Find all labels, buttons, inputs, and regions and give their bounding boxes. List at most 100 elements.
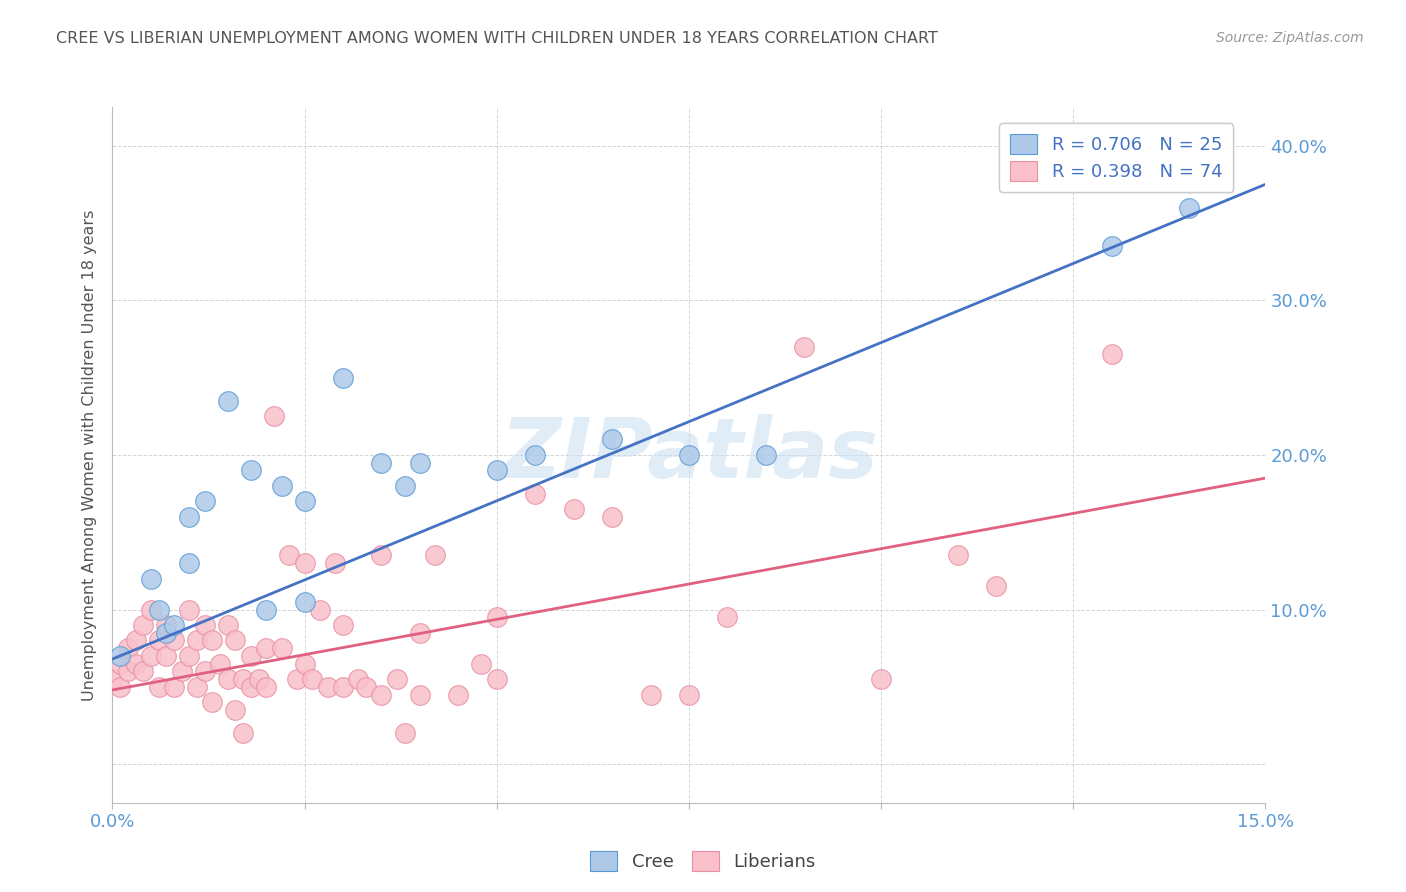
Point [148,680,170,694]
Point [224,703,246,717]
Point [755,448,778,462]
Point [347,672,370,686]
Point [270,479,292,493]
Point [263,409,285,424]
Point [232,672,254,686]
Point [132,665,155,679]
Point [163,633,186,648]
Point [108,657,131,671]
Point [194,665,217,679]
Point [309,602,332,616]
Point [239,680,262,694]
Point [108,680,131,694]
Point [600,433,623,447]
Point [247,672,270,686]
Point [186,680,208,694]
Point [278,549,301,563]
Point [1177,201,1199,215]
Point [1101,239,1123,253]
Point [170,665,193,679]
Point [201,695,224,709]
Point [294,494,316,508]
Point [354,680,377,694]
Point [179,509,201,524]
Point [132,618,155,632]
Text: CREE VS LIBERIAN UNEMPLOYMENT AMONG WOMEN WITH CHILDREN UNDER 18 YEARS CORRELATI: CREE VS LIBERIAN UNEMPLOYMENT AMONG WOME… [56,31,938,46]
Point [254,602,277,616]
Point [394,726,416,740]
Point [1101,347,1123,361]
Point [294,556,316,570]
Y-axis label: Unemployment Among Women with Children Under 18 years: Unemployment Among Women with Children U… [82,210,97,700]
Point [524,448,547,462]
Point [301,672,323,686]
Point [101,672,124,686]
Point [425,549,447,563]
Point [179,648,201,663]
Point [946,549,969,563]
Point [370,688,392,702]
Point [139,572,162,586]
Point [194,618,217,632]
Point [394,479,416,493]
Point [986,579,1008,593]
Point [470,657,492,671]
Text: ZIPatlas: ZIPatlas [501,415,877,495]
Point [678,448,700,462]
Point [163,618,186,632]
Point [640,688,662,702]
Point [254,680,277,694]
Point [155,625,177,640]
Point [447,688,470,702]
Point [155,618,177,632]
Point [870,672,893,686]
Text: Source: ZipAtlas.com: Source: ZipAtlas.com [1216,31,1364,45]
Point [139,648,162,663]
Point [254,641,277,656]
Point [209,657,232,671]
Point [678,688,700,702]
Point [186,633,208,648]
Point [524,486,547,500]
Point [124,657,146,671]
Point [716,610,738,624]
Point [294,595,316,609]
Point [285,672,308,686]
Point [485,672,508,686]
Point [270,641,292,656]
Point [108,648,131,663]
Point [232,726,254,740]
Point [600,509,623,524]
Point [332,618,354,632]
Legend: R = 0.706   N = 25, R = 0.398   N = 74: R = 0.706 N = 25, R = 0.398 N = 74 [1000,123,1233,192]
Point [332,370,354,384]
Point [385,672,408,686]
Point [409,688,432,702]
Point [485,463,508,477]
Point [179,602,201,616]
Point [485,610,508,624]
Point [370,549,392,563]
Point [217,672,239,686]
Point [139,602,162,616]
Point [179,556,201,570]
Point [155,648,177,663]
Point [294,657,316,671]
Point [224,633,246,648]
Point [117,641,139,656]
Point [194,494,217,508]
Point [239,648,262,663]
Point [217,393,239,408]
Point [201,633,224,648]
Point [332,680,354,694]
Point [370,456,392,470]
Point [117,665,139,679]
Point [562,502,585,516]
Legend: Cree, Liberians: Cree, Liberians [583,844,823,879]
Point [409,625,432,640]
Point [148,633,170,648]
Point [325,556,347,570]
Point [148,602,170,616]
Point [793,340,815,354]
Point [124,633,146,648]
